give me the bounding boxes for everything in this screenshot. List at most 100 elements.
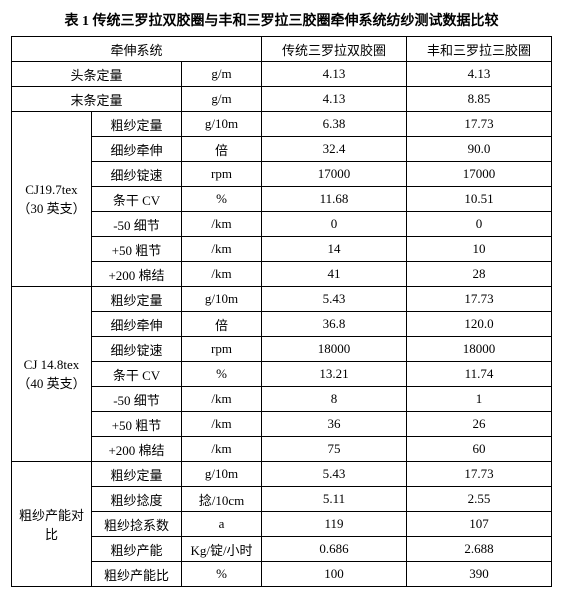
table-row: 粗纱捻度 捻/10cm 5.11 2.55 [11, 487, 551, 512]
row-label: 细纱锭速 [91, 337, 181, 362]
cell-a: 0 [262, 212, 407, 237]
cell-b: 1 [407, 387, 552, 412]
row-unit: g/10m [181, 287, 261, 312]
row-unit: /km [181, 437, 261, 462]
table-row: 头条定量 g/m 4.13 4.13 [11, 62, 551, 87]
header-system: 牵伸系统 [11, 37, 261, 62]
row-unit: g/10m [181, 112, 261, 137]
table-row: -50 细节 /km 0 0 [11, 212, 551, 237]
cell-b: 90.0 [407, 137, 552, 162]
row-unit: Kg/锭/小时 [181, 537, 261, 562]
cell-a: 6.38 [262, 112, 407, 137]
table-row: +50 粗节 /km 14 10 [11, 237, 551, 262]
row-unit: /km [181, 387, 261, 412]
row-unit: /km [181, 237, 261, 262]
header-col-a: 传统三罗拉双胶圈 [262, 37, 407, 62]
cell-a: 5.11 [262, 487, 407, 512]
table-row: +200 棉结 /km 41 28 [11, 262, 551, 287]
cell-b: 26 [407, 412, 552, 437]
cell-b: 120.0 [407, 312, 552, 337]
cell-a: 4.13 [262, 87, 407, 112]
row-label: 粗纱定量 [91, 462, 181, 487]
row-unit: /km [181, 412, 261, 437]
row-label: 粗纱定量 [91, 112, 181, 137]
data-table: 牵伸系统 传统三罗拉双胶圈 丰和三罗拉三胶圈 头条定量 g/m 4.13 4.1… [11, 36, 552, 587]
row-unit: rpm [181, 337, 261, 362]
table-row: 末条定量 g/m 4.13 8.85 [11, 87, 551, 112]
cell-b: 4.13 [407, 62, 552, 87]
cell-a: 36 [262, 412, 407, 437]
row-unit: 倍 [181, 137, 261, 162]
row-unit: 捻/10cm [181, 487, 261, 512]
table-row: 牵伸系统 传统三罗拉双胶圈 丰和三罗拉三胶圈 [11, 37, 551, 62]
cell-b: 28 [407, 262, 552, 287]
table-row: CJ19.7tex（30 英支） 粗纱定量 g/10m 6.38 17.73 [11, 112, 551, 137]
row-label: -50 细节 [91, 212, 181, 237]
cell-a: 8 [262, 387, 407, 412]
row-label: +200 棉结 [91, 437, 181, 462]
cell-b: 60 [407, 437, 552, 462]
row-label: +50 粗节 [91, 237, 181, 262]
table-row: 细纱牵伸 倍 36.8 120.0 [11, 312, 551, 337]
row-unit: a [181, 512, 261, 537]
cell-a: 32.4 [262, 137, 407, 162]
cell-a: 119 [262, 512, 407, 537]
cell-a: 100 [262, 562, 407, 587]
cell-b: 18000 [407, 337, 552, 362]
cell-b: 17000 [407, 162, 552, 187]
row-label: 末条定量 [11, 87, 181, 112]
row-unit: /km [181, 262, 261, 287]
table-row: 粗纱捻系数 a 119 107 [11, 512, 551, 537]
row-label: 条干 CV [91, 187, 181, 212]
row-label: +50 粗节 [91, 412, 181, 437]
row-unit: /km [181, 212, 261, 237]
cell-b: 2.688 [407, 537, 552, 562]
row-label: 粗纱捻度 [91, 487, 181, 512]
row-label: +200 棉结 [91, 262, 181, 287]
cell-b: 17.73 [407, 287, 552, 312]
row-label: 细纱牵伸 [91, 312, 181, 337]
row-unit: % [181, 187, 261, 212]
group-label: CJ 14.8tex（40 英支） [11, 287, 91, 462]
cell-a: 17000 [262, 162, 407, 187]
row-label: 粗纱产能比 [91, 562, 181, 587]
group-label: 粗纱产能对比 [11, 462, 91, 587]
cell-b: 10 [407, 237, 552, 262]
cell-b: 11.74 [407, 362, 552, 387]
table-row: -50 细节 /km 8 1 [11, 387, 551, 412]
cell-a: 41 [262, 262, 407, 287]
row-unit: rpm [181, 162, 261, 187]
row-unit: % [181, 562, 261, 587]
row-unit: g/m [181, 62, 261, 87]
header-col-b: 丰和三罗拉三胶圈 [407, 37, 552, 62]
cell-a: 5.43 [262, 287, 407, 312]
row-label: 条干 CV [91, 362, 181, 387]
table-row: 条干 CV % 13.21 11.74 [11, 362, 551, 387]
cell-b: 10.51 [407, 187, 552, 212]
table-row: 粗纱产能比 % 100 390 [11, 562, 551, 587]
cell-a: 0.686 [262, 537, 407, 562]
row-label: 粗纱产能 [91, 537, 181, 562]
cell-b: 107 [407, 512, 552, 537]
cell-b: 0 [407, 212, 552, 237]
row-label: 粗纱捻系数 [91, 512, 181, 537]
table-row: 细纱锭速 rpm 17000 17000 [11, 162, 551, 187]
row-unit: 倍 [181, 312, 261, 337]
cell-a: 18000 [262, 337, 407, 362]
group-label: CJ19.7tex（30 英支） [11, 112, 91, 287]
cell-a: 13.21 [262, 362, 407, 387]
cell-a: 14 [262, 237, 407, 262]
row-label: 粗纱定量 [91, 287, 181, 312]
cell-a: 5.43 [262, 462, 407, 487]
table-title: 表 1 传统三罗拉双胶圈与丰和三罗拉三胶圈牵伸系统纺纱测试数据比较 [10, 10, 553, 30]
cell-b: 2.55 [407, 487, 552, 512]
cell-b: 17.73 [407, 112, 552, 137]
table-row: +50 粗节 /km 36 26 [11, 412, 551, 437]
cell-b: 17.73 [407, 462, 552, 487]
table-row: CJ 14.8tex（40 英支） 粗纱定量 g/10m 5.43 17.73 [11, 287, 551, 312]
row-label: 头条定量 [11, 62, 181, 87]
table-row: 细纱牵伸 倍 32.4 90.0 [11, 137, 551, 162]
table-row: 粗纱产能 Kg/锭/小时 0.686 2.688 [11, 537, 551, 562]
row-unit: g/10m [181, 462, 261, 487]
cell-b: 8.85 [407, 87, 552, 112]
